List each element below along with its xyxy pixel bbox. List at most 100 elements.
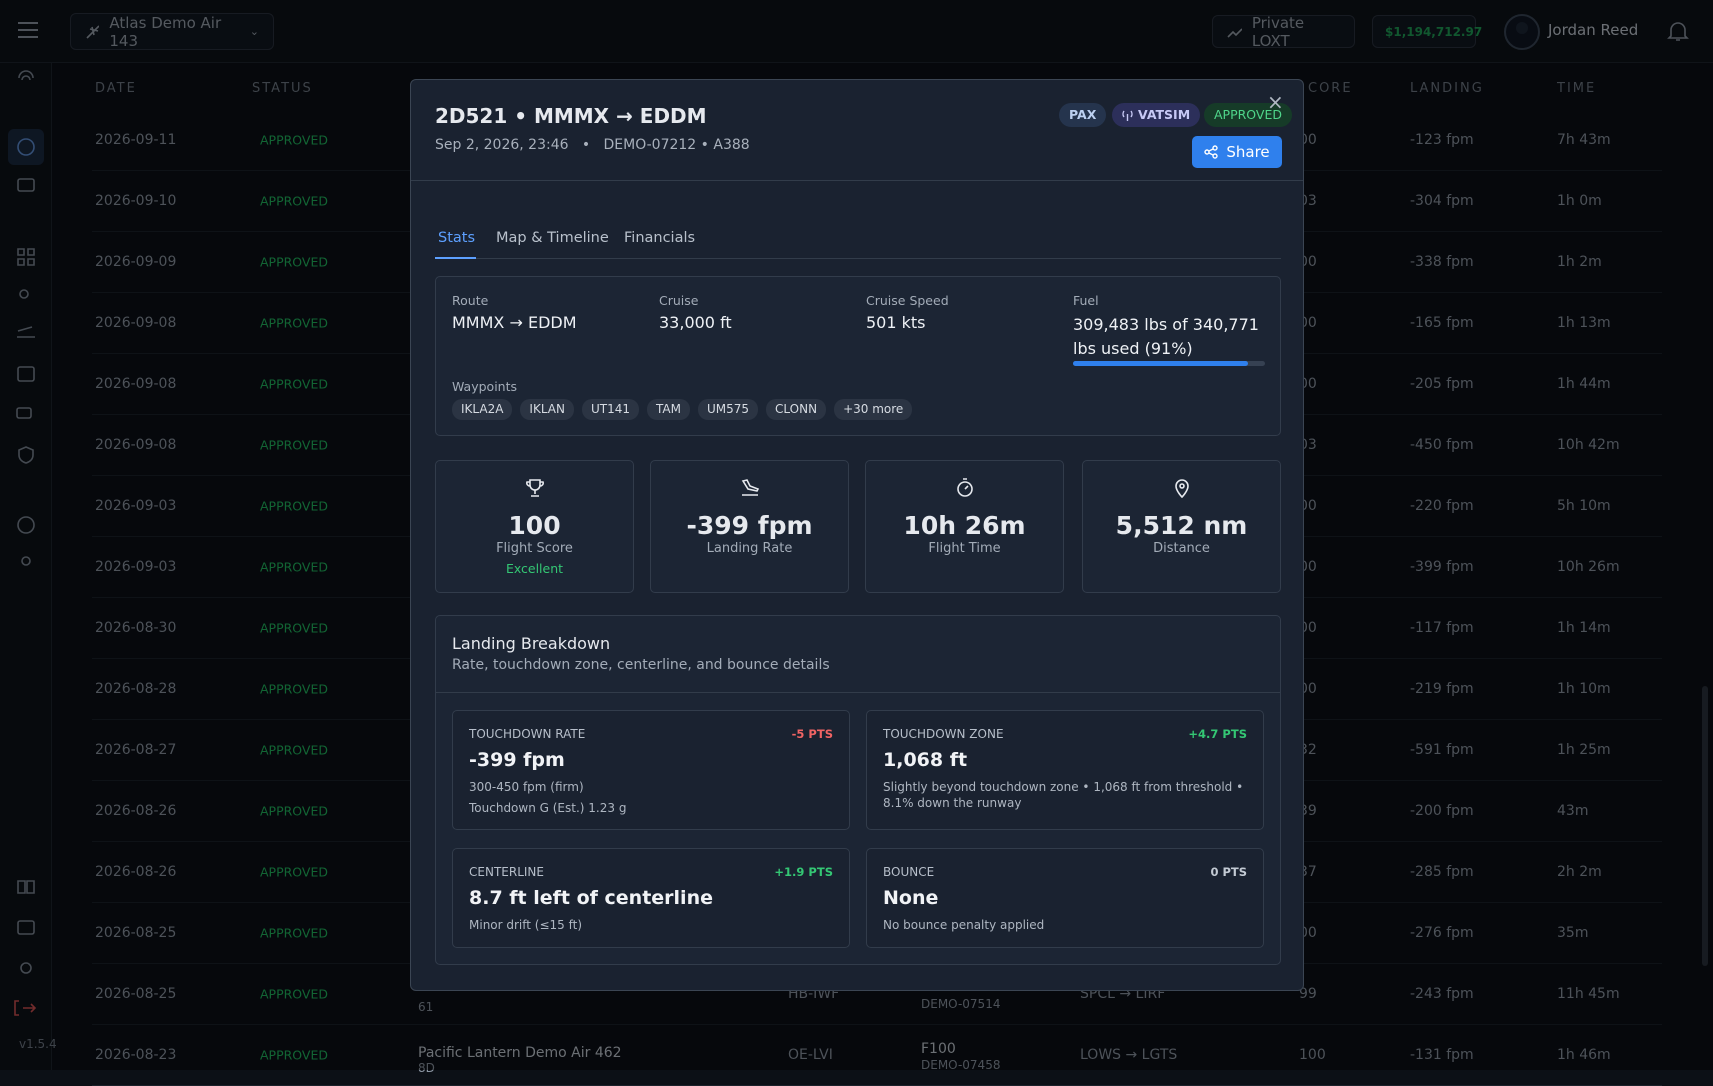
fuel: 309,483 lbs of 340,771 lbs used (91%) <box>1073 315 1259 358</box>
info-box: Route MMMX → EDDM Cruise 33,000 ft Cruis… <box>435 276 1281 436</box>
card-points: 0 PTS <box>1210 865 1247 879</box>
company-name: Private LOXT <box>1251 13 1305 50</box>
row-time: 1h 0m <box>1557 193 1602 209</box>
stat-value: 10h 26m <box>903 511 1026 540</box>
row-status: APPROVED <box>260 437 329 453</box>
row-date: 2026-08-27 <box>95 742 177 758</box>
stat-value: 100 <box>508 511 561 540</box>
breakdown-subtitle: Rate, touchdown zone, centerline, and bo… <box>452 657 830 673</box>
tab-financials[interactable]: Financials <box>624 230 696 246</box>
chevron: ⌄ <box>249 25 259 38</box>
users-icon[interactable] <box>19 289 29 299</box>
badge-vatsim: VATSIM <box>1112 103 1201 127</box>
card-label: TOUCHDOWN RATE <box>469 727 586 741</box>
stat-note: Excellent <box>505 561 564 576</box>
row-date: 2026-08-23 <box>95 1047 177 1063</box>
waypoint-chip: TAM <box>647 399 690 420</box>
settings-icon[interactable] <box>20 962 32 974</box>
row-date: 2026-09-08 <box>95 315 177 331</box>
breakdown-card: CENTERLINE +1.9 PTS 8.7 ft left of centerl… <box>452 848 850 948</box>
row-time: 1h 25m <box>1557 742 1611 758</box>
share-text: Share <box>1226 143 1270 161</box>
menu-icon[interactable] <box>18 22 38 38</box>
modal-subtitle: Sep 2, 2026, 23:46 • DEMO-07212 • A388 <box>435 137 750 153</box>
row-date: 2026-09-08 <box>95 437 177 453</box>
grid-icon[interactable] <box>17 248 35 266</box>
active-item[interactable] <box>8 129 44 165</box>
stat-value: -399 fpm <box>686 511 813 540</box>
row-time: 2h 2m <box>1557 864 1602 880</box>
stat-icon <box>957 478 973 497</box>
row-score: 99 <box>1299 986 1317 1002</box>
shield-icon[interactable] <box>18 446 34 464</box>
top-bar: Atlas Demo Air 143 ⌄ Private LOXT $1,194… <box>0 0 1713 63</box>
row-status: APPROVED <box>260 1047 329 1063</box>
flight-modal: 2D521 • MMMX → EDDM Sep 2, 2026, 23:46 •… <box>410 79 1304 991</box>
card-detail: Slightly beyond touchdown zone • 1,068 f… <box>883 780 1244 810</box>
row-time: 35m <box>1557 925 1589 941</box>
globe-icon[interactable] <box>17 516 35 534</box>
close-button[interactable]: × <box>1267 90 1284 114</box>
modal-title: 2D521 • MMMX → EDDM <box>435 104 707 128</box>
avatar[interactable] <box>1503 13 1541 51</box>
row-time: 1h 44m <box>1557 376 1611 392</box>
bell-icon[interactable] <box>1667 20 1689 42</box>
separator: • <box>581 137 591 153</box>
stat-card: -399 fpm Landing Rate <box>650 460 849 593</box>
radio-icon[interactable] <box>18 70 34 81</box>
route: MMMX → EDDM <box>452 313 577 332</box>
row-landing: -117 fpm <box>1410 620 1474 636</box>
calendar-icon[interactable] <box>17 366 35 382</box>
card-value: 1,068 ft <box>883 749 968 771</box>
row-landing: -220 fpm <box>1410 498 1474 514</box>
row-status: APPROVED <box>260 742 329 758</box>
stat-label: Distance <box>1153 541 1210 556</box>
stat-card: 100 Flight Score Excellent <box>435 460 634 593</box>
route-label: Route <box>452 293 489 308</box>
tab-stats[interactable]: Stats <box>438 230 476 246</box>
logout-icon[interactable] <box>14 1000 37 1016</box>
profile-icon[interactable] <box>17 138 35 156</box>
stat-label: Landing Rate <box>706 541 793 556</box>
row-date: 2026-08-30 <box>95 620 177 636</box>
row-landing: -304 fpm <box>1410 193 1474 209</box>
flights-icon[interactable] <box>17 326 35 338</box>
waypoint-chip: IKLA2A <box>452 399 513 420</box>
row-status: APPROVED <box>260 803 329 819</box>
tab-map[interactable]: Map & Timeline <box>496 230 609 246</box>
scrollbar[interactable] <box>1702 686 1708 966</box>
speed-label: Cruise Speed <box>866 293 949 308</box>
tab-divider <box>435 258 1281 259</box>
waypoint-chip: CLONN <box>766 399 827 420</box>
docs-icon[interactable] <box>17 880 35 894</box>
row-divider <box>92 1024 1662 1025</box>
row-time: 1h 14m <box>1557 620 1611 636</box>
balance: $1,194,712.97 <box>1372 15 1482 48</box>
row-date: 2026-08-25 <box>95 925 177 941</box>
tab-underline <box>435 257 476 259</box>
row-status: APPROVED <box>260 620 329 636</box>
row-time: 1h 13m <box>1557 315 1611 331</box>
share-button[interactable]: Share <box>1192 136 1282 168</box>
person-icon[interactable] <box>21 556 31 566</box>
row-airline: Pacific Lantern Demo Air 462 <box>418 1045 622 1061</box>
badge-pax: PAX <box>1059 103 1107 127</box>
row-landing: -200 fpm <box>1410 803 1474 819</box>
card-label: TOUCHDOWN ZONE <box>883 727 1004 741</box>
briefcase-icon[interactable] <box>17 178 35 192</box>
sidebar: v1.5.4 <box>0 63 57 1070</box>
card-detail: Touchdown G (Est.) 1.23 g <box>469 801 627 815</box>
flight-date: Sep 2, 2026, 23:46 <box>435 137 569 153</box>
row-time: 43m <box>1557 803 1589 819</box>
row-landing: -450 fpm <box>1410 437 1474 453</box>
row-time: 1h 46m <box>1557 1047 1611 1063</box>
row-status: APPROVED <box>260 559 329 575</box>
row-registration: OE-LVI <box>788 1047 833 1063</box>
feedback-icon[interactable] <box>17 920 35 935</box>
chat-icon[interactable] <box>16 407 32 419</box>
company-button[interactable]: Private LOXT <box>1212 13 1355 50</box>
row-landing: -205 fpm <box>1410 376 1474 392</box>
airline-selector[interactable]: Atlas Demo Air 143 ⌄ <box>70 13 274 50</box>
row-landing: -591 fpm <box>1410 742 1474 758</box>
row-airline-code: 61 <box>418 1000 434 1014</box>
